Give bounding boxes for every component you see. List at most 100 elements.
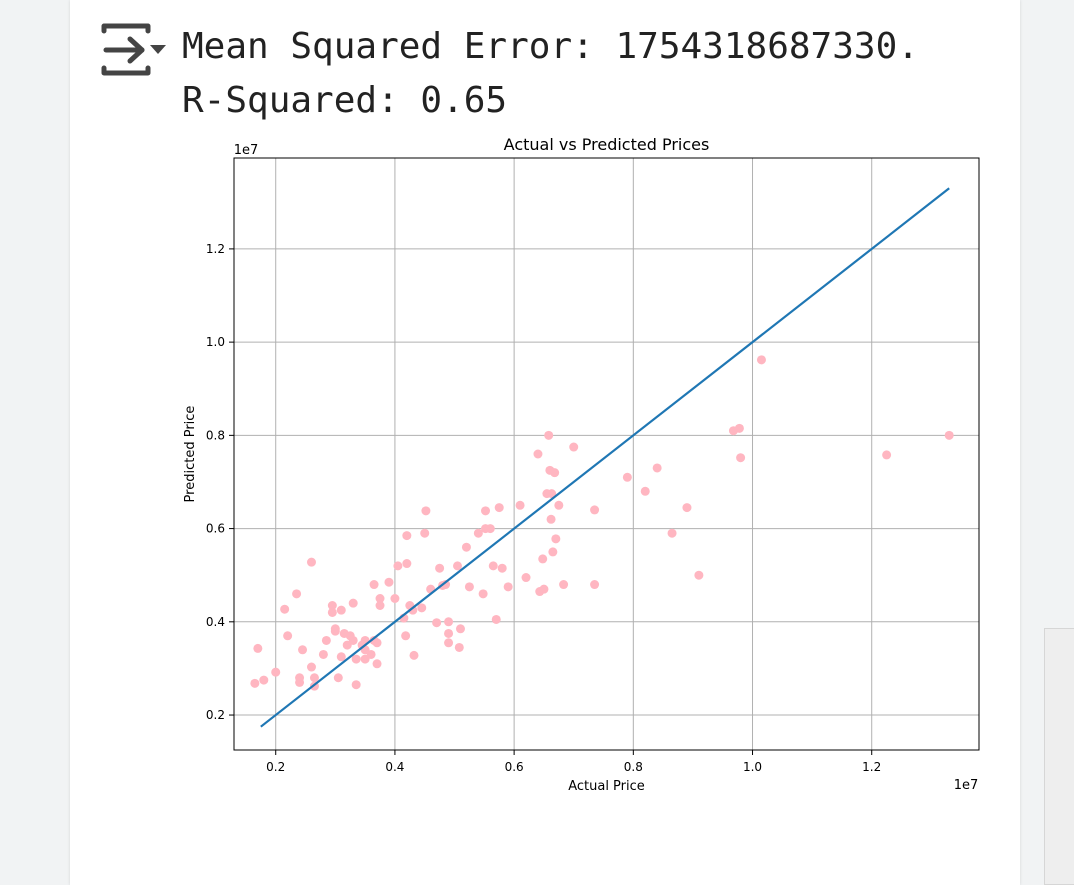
scatter-point <box>551 534 561 544</box>
x-tick-label: 0.8 <box>624 760 643 774</box>
scatter-point <box>333 673 343 683</box>
scatter-point <box>409 650 419 660</box>
y-tick-label: 0.4 <box>206 615 225 629</box>
scatter-point <box>559 580 569 590</box>
scatter-point <box>250 678 260 688</box>
axes-frame <box>233 157 980 751</box>
scatter-point <box>321 635 331 645</box>
y-axis-label: Predicted Price <box>183 406 198 503</box>
scatter-point <box>503 582 513 592</box>
reference-line <box>260 187 950 728</box>
scatter-point <box>318 649 328 659</box>
scatter-point <box>478 589 488 599</box>
scatter-point <box>464 582 474 592</box>
scatter-point <box>401 631 411 641</box>
scatter-point <box>421 506 431 516</box>
scatter-point <box>882 450 892 460</box>
x-tick-label: 1.2 <box>862 760 881 774</box>
scatter-point <box>488 561 498 571</box>
y-tick-label: 0.8 <box>206 428 225 442</box>
scatter-point <box>417 603 427 613</box>
scatter-point <box>546 514 556 524</box>
scatter-point <box>295 677 305 687</box>
output-cell: Mean Squared Error: 1754318687330. R-Squ… <box>70 0 1020 885</box>
scatter-point <box>533 449 543 459</box>
scatter-point <box>640 486 650 496</box>
scatter-point <box>944 430 954 440</box>
scatter-point <box>550 468 560 478</box>
scatter-point <box>622 472 632 482</box>
scatter-point <box>548 547 558 557</box>
scatter-point <box>444 628 454 638</box>
axis-ticks: 0.2 0.4 0.6 0.8 1.0 1.2 0.2 0.4 0.6 0.8 1.0 1.2 <box>206 242 881 774</box>
scatter-point <box>521 573 531 583</box>
scatter-point <box>590 580 600 590</box>
scatter-point <box>432 618 442 628</box>
reference-line-group <box>260 187 950 728</box>
scatter-point <box>283 631 293 641</box>
scatter-point <box>280 604 290 614</box>
scatter-point <box>369 580 379 590</box>
scatter-point <box>455 624 465 634</box>
scatter-point <box>292 589 302 599</box>
scatter-point <box>547 489 557 499</box>
x-axis-label: Actual Price <box>568 779 645 794</box>
scatter-point <box>481 506 491 516</box>
scatter-point <box>590 505 600 515</box>
x-tick-label: 0.4 <box>385 760 404 774</box>
x-axis-offset-label: 1e7 <box>954 778 979 793</box>
side-panel <box>1044 628 1074 885</box>
mse-output-text: Mean Squared Error: 1754318687330. <box>182 26 919 67</box>
scatter-point <box>336 605 346 615</box>
scatter-point <box>309 673 319 683</box>
y-tick-label: 0.2 <box>206 708 225 722</box>
y-tick-label: 1.2 <box>206 242 225 256</box>
scatter-point <box>473 528 483 538</box>
scatter-point <box>453 561 462 571</box>
scatter-point <box>298 645 308 655</box>
scatter-point <box>497 563 507 573</box>
scatter-point <box>375 600 385 610</box>
scatter-point <box>393 561 403 571</box>
scatter-point <box>348 598 358 608</box>
scatter-point <box>390 594 400 604</box>
scatter-point <box>306 557 316 567</box>
chart-title: Actual vs Predicted Prices <box>504 135 710 154</box>
scatter-point <box>271 667 281 677</box>
y-tick-label: 1.0 <box>206 335 225 349</box>
scatter-point <box>694 570 704 580</box>
scatter-point <box>494 503 504 513</box>
scatter-point <box>366 649 376 659</box>
scatter-point <box>327 607 337 617</box>
scatter-points <box>250 355 954 691</box>
scatter-point <box>736 453 746 463</box>
y-axis-offset-label: 1e7 <box>234 143 259 158</box>
scatter-point <box>351 654 361 664</box>
scatter-point <box>375 594 385 604</box>
scatter-point <box>538 554 548 564</box>
grid-lines <box>234 158 979 750</box>
scatter-point <box>441 580 451 590</box>
scatter-point <box>408 605 418 615</box>
scatter-point <box>544 430 554 440</box>
scatter-point <box>682 503 692 513</box>
scatter-point <box>348 635 358 645</box>
scatter-point <box>402 559 412 569</box>
scatter-point <box>351 680 361 690</box>
scatter-point <box>372 638 382 648</box>
scatter-point <box>372 659 382 669</box>
scatter-point <box>259 675 269 685</box>
scatter-point <box>444 617 454 627</box>
scatter-point <box>485 524 495 534</box>
x-tick-label: 0.6 <box>505 760 524 774</box>
x-tick-label: 0.2 <box>266 760 285 774</box>
scatter-point <box>667 528 677 538</box>
scatter-point <box>327 600 337 610</box>
scatter-point <box>384 577 394 587</box>
r-squared-output-text: R-Squared: 0.65 <box>182 80 508 121</box>
scatter-point <box>734 423 744 433</box>
x-tick-label: 1.0 <box>743 760 762 774</box>
scatter-point <box>461 542 471 552</box>
output-collapse-icon[interactable] <box>100 22 170 78</box>
scatter-point <box>330 624 340 634</box>
